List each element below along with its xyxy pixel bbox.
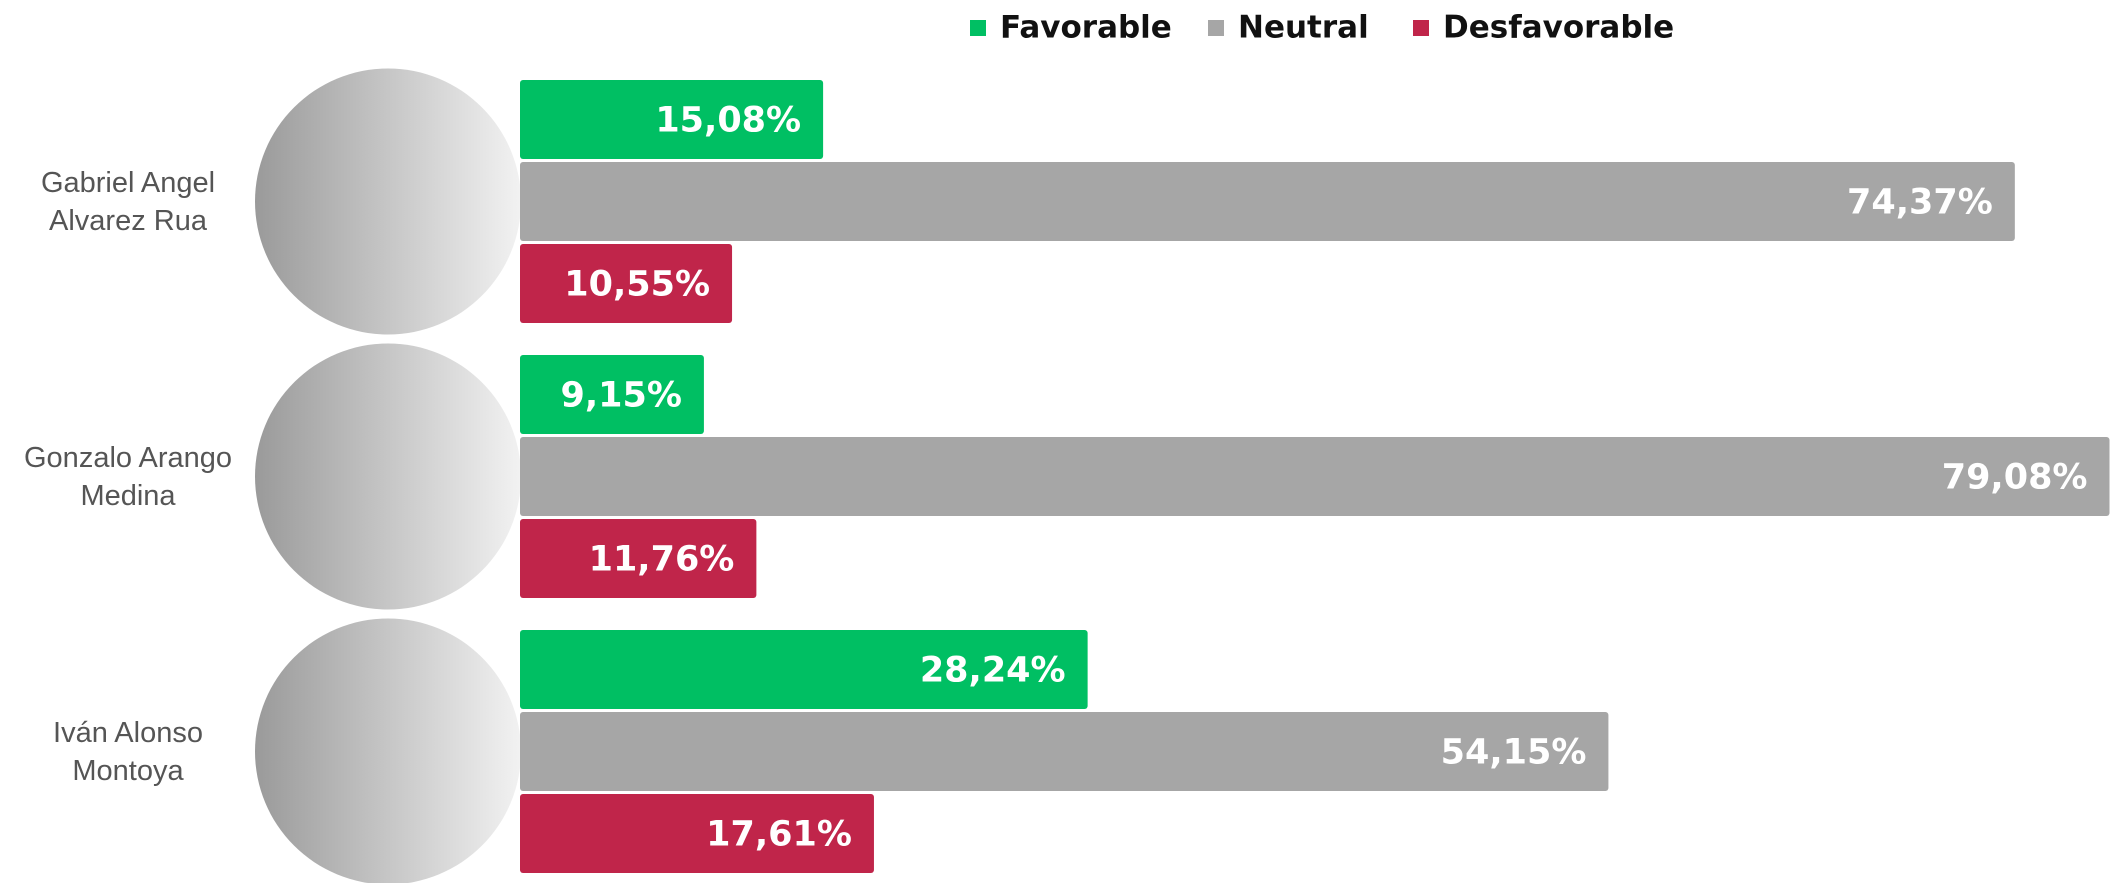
legend-swatch [1413,20,1429,36]
legend-label: Favorable [1000,10,1172,46]
category-label: Gabriel Angel Alvarez Rua [40,166,216,237]
legend-label: Neutral [1238,10,1369,46]
value-label: 54,15% [1441,733,1587,773]
bar [520,80,824,159]
legend-label: Desfavorable [1443,10,1674,46]
photo [255,68,521,335]
bar [520,712,1609,791]
value-label: 15,08% [655,101,801,141]
bar [520,519,757,598]
value-label: 11,76% [589,540,735,580]
bar [520,794,874,873]
bar [520,630,1088,709]
bar [520,162,2015,241]
legend-swatch [970,20,986,36]
bar [520,244,733,323]
value-label: 79,08% [1942,458,2088,498]
legend-swatch [1208,20,1224,36]
value-label: 17,61% [706,815,852,855]
value-label: 74,37% [1847,183,1993,223]
value-label: 9,15% [560,376,681,416]
photo [255,343,521,610]
category-label: Gonzalo Arango Medina [24,441,232,512]
photo [255,618,521,883]
bar [520,437,2110,516]
value-label: 10,55% [564,265,710,305]
value-label: 28,24% [920,651,1066,691]
category-label: Iván Alonso Montoya [53,716,203,787]
bar [520,355,704,434]
